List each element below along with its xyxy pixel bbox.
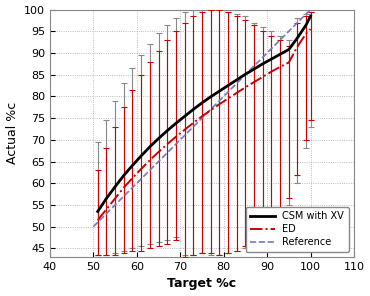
Y-axis label: Actual %c: Actual %c (6, 102, 18, 164)
Legend: CSM with XV, ED, Reference: CSM with XV, ED, Reference (246, 207, 349, 252)
X-axis label: Target %c: Target %c (167, 277, 236, 290)
